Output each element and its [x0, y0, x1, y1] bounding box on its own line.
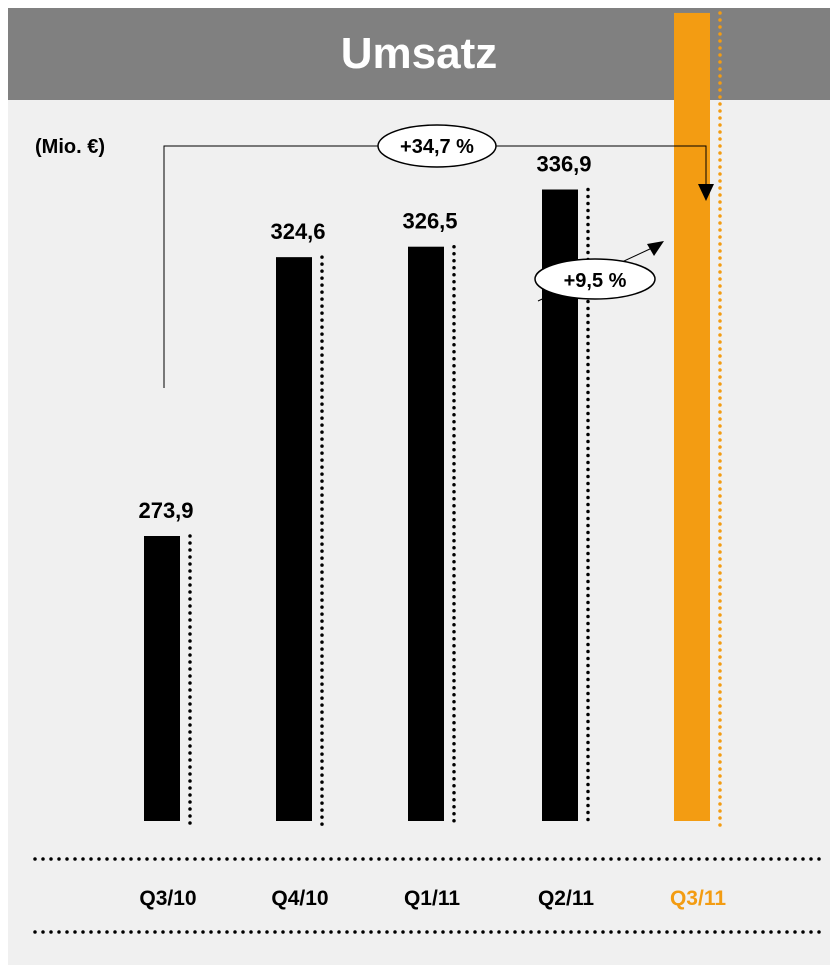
- category-label: Q2/11: [538, 887, 594, 910]
- bar-q3-11: [674, 12, 710, 821]
- unit-label: (Mio. €): [35, 136, 105, 158]
- category-label: Q4/10: [271, 887, 328, 910]
- growth-annotation-qoq: +9,5 %: [534, 241, 664, 302]
- yoy-arrow-head-icon: [698, 184, 714, 201]
- bar-q4-10: [276, 257, 312, 821]
- yoy-bracket-right: [496, 145, 707, 184]
- bars-layer: 273,9 Q3/10 324,6 Q4/10 326,5 Q1/11 336,9 Q2/11…: [138, 11, 726, 910]
- bar-q3-10: [144, 536, 180, 821]
- yoy-bracket-left: [163, 145, 378, 388]
- qoq-arrow-head-icon: [647, 241, 664, 256]
- yoy-growth-label: +34,7 %: [400, 136, 474, 158]
- bar-value-label: 326,5: [402, 209, 457, 234]
- category-label: Q1/11: [404, 887, 460, 910]
- category-label: Q3/11: [670, 887, 726, 910]
- bar-value-label: 324,6: [270, 219, 325, 244]
- page-title: Umsatz: [340, 29, 498, 78]
- bar-value-label: 273,9: [138, 498, 193, 523]
- chart-panel: Umsatz (Mio. €) 273,9 Q3/10 324,6 Q4/10 326,…: [8, 8, 830, 965]
- qoq-oval: [534, 258, 656, 300]
- bar-q1-11: [408, 246, 444, 821]
- qoq-growth-label: +9,5 %: [564, 270, 627, 292]
- bar-value-label: 336,9: [536, 152, 591, 177]
- category-label: Q3/10: [139, 887, 196, 910]
- bar-chart: (Mio. €) 273,9 Q3/10 324,6 Q4/10 326,5 Q1/11 3…: [33, 11, 825, 934]
- yoy-oval: [377, 124, 497, 168]
- growth-annotation-yoy: +34,7 %: [163, 124, 714, 388]
